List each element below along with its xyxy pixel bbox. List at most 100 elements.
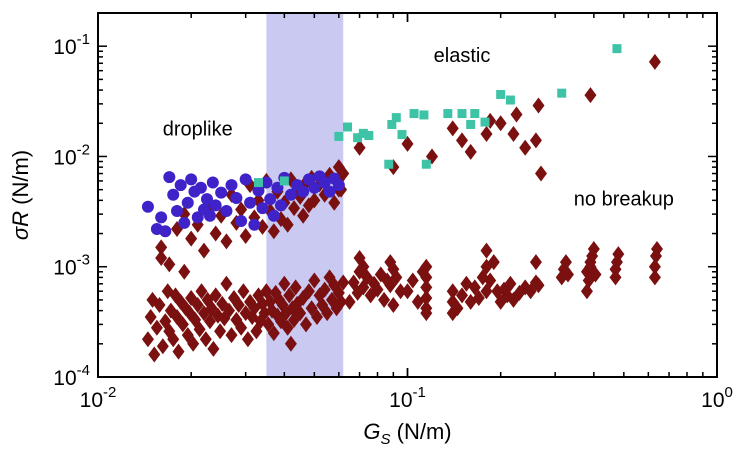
data-point-diamond xyxy=(337,274,350,291)
data-point-diamond xyxy=(220,233,233,250)
data-point-diamond xyxy=(480,125,493,142)
data-point-circle xyxy=(159,225,172,238)
data-point-diamond xyxy=(191,296,204,313)
y-tick-label-base: 10 xyxy=(53,146,76,169)
x-tick-label-exponent: 0 xyxy=(725,384,733,401)
annotation-droplike: droplike xyxy=(163,118,233,140)
data-point-circle xyxy=(174,179,187,192)
data-point-diamond xyxy=(487,254,500,271)
data-point-diamond xyxy=(387,261,400,278)
data-point-circle xyxy=(171,205,184,218)
data-point-diamond xyxy=(420,269,433,286)
data-point-diamond xyxy=(197,242,210,259)
y-tick-label: 10-1 xyxy=(53,31,90,59)
y-tick-label-exponent: -2 xyxy=(77,141,90,158)
y-tick-label-exponent: -4 xyxy=(77,362,90,379)
x-tick-label: 10-2 xyxy=(80,384,117,412)
data-point-diamond xyxy=(472,290,485,307)
data-point-diamond xyxy=(308,272,321,289)
data-point-diamond xyxy=(178,263,191,280)
data-point-diamond xyxy=(302,283,315,300)
data-point-diamond xyxy=(504,275,517,292)
data-point-circle xyxy=(155,211,168,224)
data-point-diamond xyxy=(612,246,625,263)
data-point-square xyxy=(391,113,401,123)
data-point-diamond xyxy=(648,53,661,70)
data-point-diamond xyxy=(239,227,252,244)
x-tick-label-base: 10 xyxy=(80,389,103,412)
data-point-diamond xyxy=(281,319,294,336)
data-point-square xyxy=(466,119,476,129)
data-point-diamond xyxy=(529,254,542,271)
data-point-diamond xyxy=(289,279,302,296)
data-point-diamond xyxy=(281,216,294,233)
data-point-square xyxy=(557,88,567,98)
data-point-diamond xyxy=(284,335,297,352)
data-point-circle xyxy=(297,185,310,198)
data-point-diamond xyxy=(172,343,185,360)
data-points xyxy=(141,44,664,363)
data-point-diamond xyxy=(248,300,261,317)
data-point-diamond xyxy=(343,293,356,310)
data-point-circle xyxy=(230,192,243,205)
data-point-diamond xyxy=(480,242,493,259)
data-point-diamond xyxy=(532,97,545,114)
data-point-diamond xyxy=(401,283,414,300)
data-point-circle xyxy=(274,199,287,212)
data-point-square xyxy=(457,109,467,119)
data-point-circle xyxy=(239,173,252,186)
data-point-diamond xyxy=(163,256,176,273)
data-point-diamond xyxy=(232,296,245,313)
data-point-diamond xyxy=(148,346,161,363)
data-point-diamond xyxy=(176,316,189,333)
data-point-square xyxy=(409,109,419,119)
y-axis-title-unit: (N/m) xyxy=(8,150,33,211)
data-point-square xyxy=(353,133,363,143)
data-point-diamond xyxy=(153,296,166,313)
data-point-circle xyxy=(332,179,345,192)
y-tick-label: 10-4 xyxy=(53,362,90,390)
data-point-circle xyxy=(260,176,273,189)
data-point-diamond xyxy=(141,331,154,348)
data-point-diamond xyxy=(387,296,400,313)
data-point-diamond xyxy=(156,338,169,355)
data-point-diamond xyxy=(203,313,216,330)
data-point-diamond xyxy=(494,115,507,132)
data-point-diamond xyxy=(587,240,600,257)
data-point-diamond xyxy=(648,258,661,275)
y-tick-label: 10-3 xyxy=(53,252,90,280)
x-tick-label-exponent: -2 xyxy=(103,384,116,401)
data-point-diamond xyxy=(155,239,168,256)
data-point-diamond xyxy=(401,135,414,152)
data-point-circle xyxy=(167,188,180,201)
data-point-circle xyxy=(185,173,198,186)
x-axis-title-subscript: S xyxy=(381,431,391,448)
data-point-circle xyxy=(264,193,277,206)
y-tick-label-base: 10 xyxy=(53,36,76,59)
axis-ticks xyxy=(97,12,718,378)
data-point-diamond xyxy=(220,275,233,292)
data-point-diamond xyxy=(420,290,433,307)
data-point-square xyxy=(421,159,431,169)
data-point-diamond xyxy=(288,200,301,217)
x-axis-title-symbol: G xyxy=(363,419,380,444)
data-point-diamond xyxy=(456,132,469,149)
data-point-diamond xyxy=(371,281,384,298)
data-point-diamond xyxy=(580,283,593,300)
data-point-square xyxy=(496,89,506,99)
y-axis-title-symbol: σR xyxy=(8,211,33,240)
data-point-diamond xyxy=(456,287,469,304)
y-tick-label-base: 10 xyxy=(53,367,76,390)
data-point-diamond xyxy=(510,106,523,123)
data-point-diamond xyxy=(484,272,497,289)
data-point-diamond xyxy=(446,283,459,300)
data-point-circle xyxy=(248,218,261,231)
y-axis-title: σR (N/m) xyxy=(8,150,33,240)
data-point-diamond xyxy=(529,132,542,149)
data-point-diamond xyxy=(199,331,212,348)
data-point-diamond xyxy=(535,165,548,182)
data-point-diamond xyxy=(507,125,520,142)
